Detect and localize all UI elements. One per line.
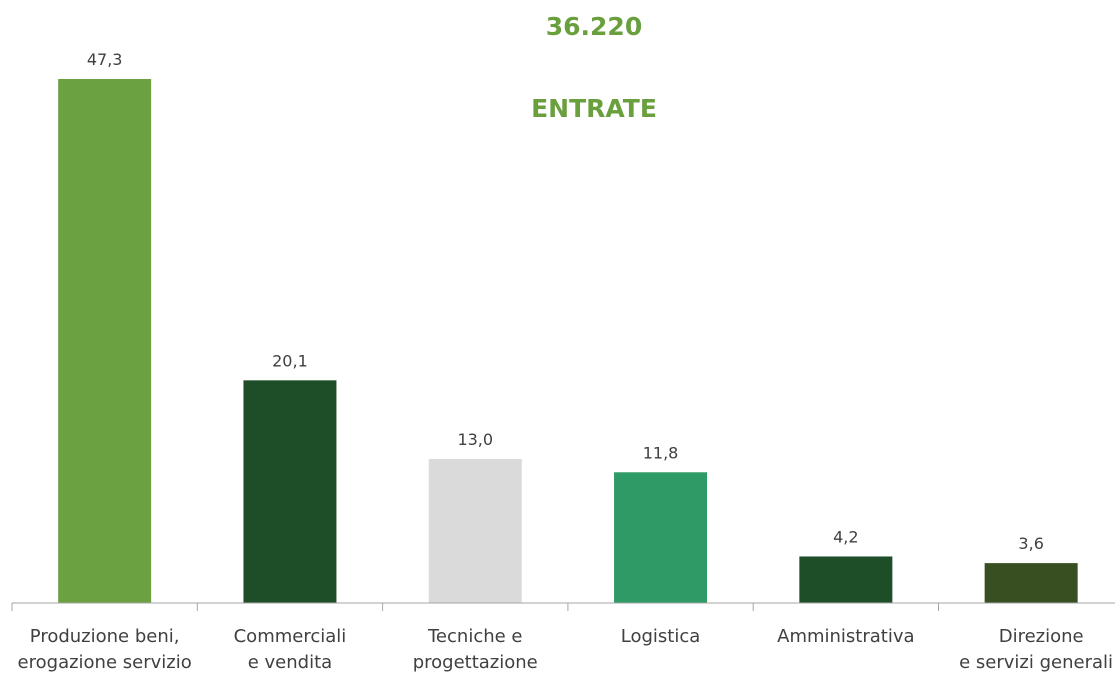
x-tick-label: Amministrativa bbox=[777, 626, 914, 647]
bar bbox=[428, 458, 522, 603]
bar bbox=[58, 79, 152, 603]
bar bbox=[243, 380, 337, 603]
bar-value-label: 4,2 bbox=[833, 527, 858, 546]
bar bbox=[984, 563, 1078, 603]
chart-total: 36.220 bbox=[545, 12, 643, 41]
x-tick-label: Tecniche e bbox=[427, 626, 523, 647]
x-tick-label: e servizi generali bbox=[959, 652, 1113, 673]
value-labels-group: 47,3 20,1 13,0 11,8 4,2 3,6 bbox=[87, 50, 1044, 553]
x-tick-label: Direzione bbox=[999, 626, 1084, 647]
x-tick-label: erogazione servizio bbox=[18, 652, 192, 673]
bar-value-label: 20,1 bbox=[272, 351, 308, 370]
bar-value-label: 47,3 bbox=[87, 50, 123, 69]
bar bbox=[614, 472, 708, 603]
category-labels-group: Produzione beni, erogazione servizio Comme… bbox=[18, 626, 1113, 673]
bars-group bbox=[58, 79, 1078, 603]
bar-value-label: 11,8 bbox=[643, 443, 679, 462]
bar-value-label: 3,6 bbox=[1018, 534, 1043, 553]
x-tick-label: e vendita bbox=[248, 652, 332, 673]
x-tick-label: Logistica bbox=[621, 626, 701, 647]
x-tick-label: Commerciali bbox=[234, 626, 347, 647]
bar bbox=[799, 556, 893, 603]
x-tick-label: progettazione bbox=[413, 652, 538, 673]
x-tick-label: Produzione beni, bbox=[30, 626, 180, 647]
chart-subtitle: ENTRATE bbox=[531, 94, 657, 123]
x-axis-ticks-group bbox=[11, 603, 939, 611]
bar-value-label: 13,0 bbox=[457, 430, 493, 449]
